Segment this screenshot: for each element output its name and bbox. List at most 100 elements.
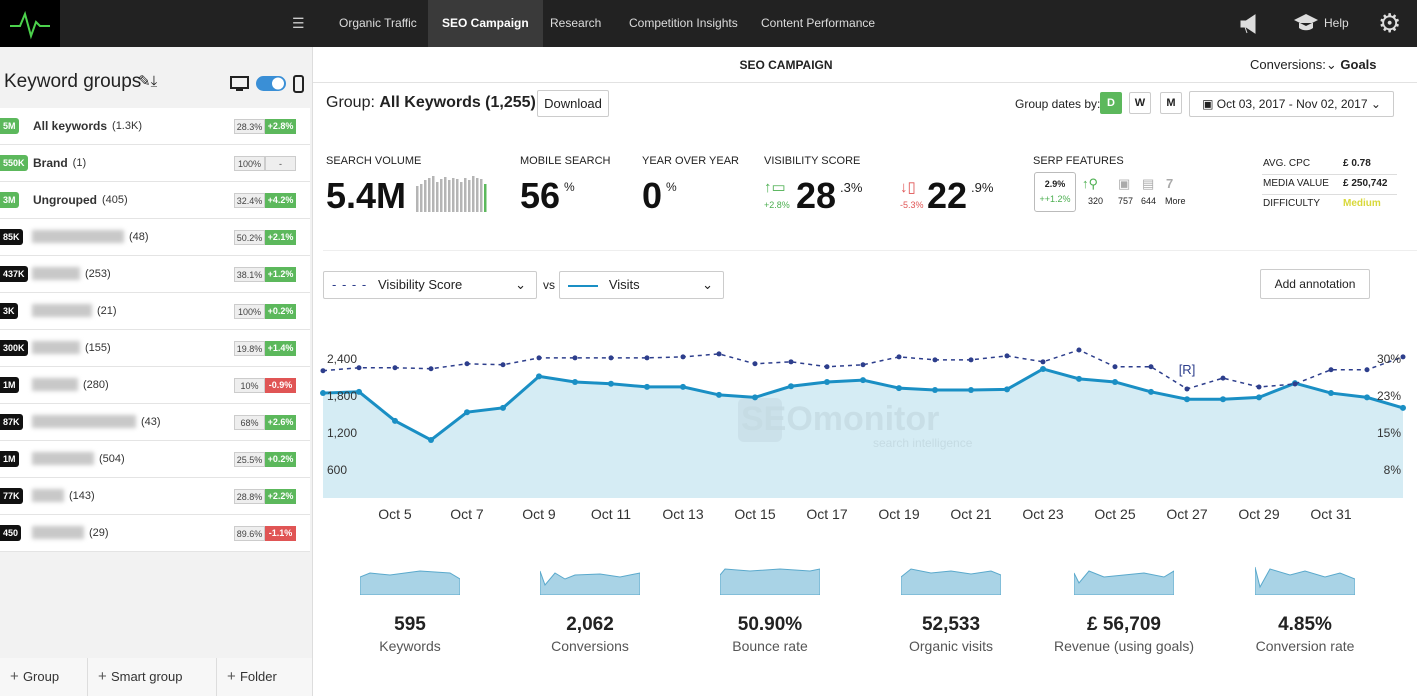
data-point [644,383,650,390]
group-label: Group: [326,94,375,111]
mobile-decimal: .9% [971,180,994,195]
download-button[interactable]: Download [537,90,609,117]
group-badge: 5M [0,118,19,134]
group-row[interactable]: 1M (504) 25.5% +0.2% [0,441,310,478]
data-point [608,380,614,387]
plus-icon: + [98,668,111,685]
serp-icon: ▣ [1118,176,1131,191]
volume-bar [472,176,475,212]
group-name: All keywords [33,119,108,133]
top-nav: ☰ Help ⚙ [0,0,1417,47]
group-row[interactable]: 450 (29) 89.6% -1.1% [0,515,310,552]
group-change: +0.2% [265,452,296,467]
group-row[interactable]: 300K (155) 19.8% +1.4% [0,330,310,367]
data-point [896,385,902,392]
data-point [1220,396,1226,403]
data-point [860,377,866,384]
volume-bar [444,177,447,212]
volume-bar [468,180,471,212]
watermark-sub: search intelligence [873,436,973,450]
announce-icon[interactable] [1238,12,1264,36]
group-row[interactable]: 437K (253) 38.1% +1.2% [0,256,310,293]
help-icon[interactable] [1293,13,1319,33]
group-row[interactable]: 5M All keywords (1.3K) 28.3% +2.8% [0,108,310,145]
conversions-value: Goals [1340,57,1377,72]
date-option[interactable]: D [1100,92,1122,114]
x-tick-label: Oct 5 [378,506,412,522]
serp-more-count[interactable]: 7 [1166,176,1174,191]
data-point [356,388,362,395]
kpi-value: 52,533 [921,614,981,635]
group-row[interactable]: 77K (143) 28.8% +2.2% [0,478,310,515]
volume-bar [484,184,487,212]
data-point [968,386,974,393]
group-row[interactable]: 87K (43) 68% +2.6% [0,404,310,441]
group-count: (504) [99,453,125,465]
blurred-name [32,267,80,280]
settings-icon[interactable]: ⚙ [1378,8,1402,38]
sidebar-footer-button[interactable]: + Smart group [88,658,217,696]
edit-icon[interactable]: ✎⤓ [138,73,158,90]
group-row[interactable]: 550K Brand (1) 100% - [0,145,310,182]
sidebar-footer-button[interactable]: + Folder [217,658,313,696]
watermark-logo [738,398,782,442]
nav-item[interactable]: Content Performance [761,16,876,30]
date-option[interactable]: M [1160,92,1182,114]
data-point [464,361,470,367]
sparkline-area [540,570,640,595]
date-range-picker[interactable]: ▣ Oct 03, 2017 - Nov 02, 2017 ⌄ [1189,91,1394,117]
nav-item[interactable]: Research [550,16,602,30]
data-point [932,386,938,393]
group-badge: 450 [0,525,22,541]
serp-box[interactable]: 2.9% ++1.2% [1034,172,1076,212]
data-point [428,436,434,443]
sparkline-area [1074,570,1174,595]
nav-item[interactable]: Organic Traffic [339,16,417,30]
metric-unit: % [564,180,575,194]
help-link[interactable]: Help [1324,16,1349,30]
serp-more[interactable]: More [1165,196,1186,206]
group-change: +0.2% [265,304,296,319]
volume-bar [420,184,423,212]
group-row[interactable]: 85K (48) 50.2% +2.1% [0,219,310,256]
sidebar-footer-button[interactable]: + Group [0,658,88,696]
serp-share: 2.9% [1044,179,1066,189]
nav-item[interactable]: SEO Campaign [428,0,543,47]
cost-divider [1262,194,1397,195]
group-share: 19.8% [234,341,265,356]
data-point [1292,381,1298,387]
series-name: Visibility Score [378,277,463,292]
data-point [320,368,326,374]
serp-icon: ▤ [1142,176,1155,191]
group-row[interactable]: 3M Ungrouped (405) 32.4% +4.2% [0,182,310,219]
group-row[interactable]: 3K (21) 100% +0.2% [0,293,310,330]
group-row[interactable]: 1M (280) 10% -0.9% [0,367,310,404]
kpi-label: Conversions [551,638,629,654]
data-point [1256,384,1262,390]
nav-item[interactable]: Competition Insights [629,16,738,30]
group-badge: 85K [0,229,23,245]
sparkline [1074,570,1174,595]
x-tick-label: Oct 31 [1310,506,1351,522]
menu-icon[interactable]: ☰ [292,15,305,31]
series-select[interactable]: - - - - Visibility Score ⌄ [323,271,537,299]
group-change: -0.9% [265,378,296,393]
metric-label: VISIBILITY SCORE [764,155,861,167]
kpi-value: 4.85% [1278,614,1332,635]
device-toggle[interactable] [230,75,310,93]
page-title: SEO CAMPAIGN [739,58,833,72]
add-annotation-button[interactable]: Add annotation [1260,269,1370,299]
y-tick-label: 1,800 [327,389,357,403]
divider [323,250,1417,251]
data-point [788,359,794,365]
group-count: (155) [85,342,111,354]
sidebar: Keyword groups ✎⤓ 5M All keywords (1.3K) 28… [0,47,313,696]
logo[interactable] [0,0,60,47]
conversions-label[interactable]: Conversions:⌄ Goals [1250,57,1377,72]
blurred-name [32,415,136,428]
date-option[interactable]: W [1129,92,1151,114]
series-select[interactable]: Visits ⌄ [559,271,724,299]
data-point [680,383,686,390]
group-badge: 87K [0,414,23,430]
group-name: Ungrouped [33,193,97,207]
